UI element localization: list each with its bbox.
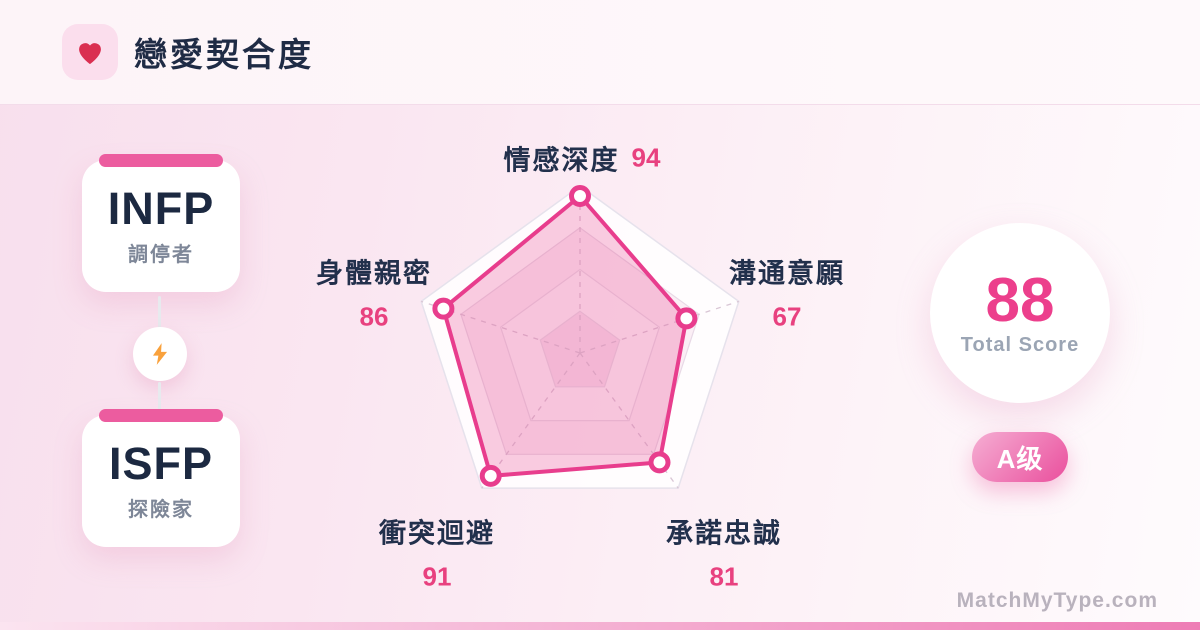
header: 戀愛契合度 xyxy=(0,0,1200,105)
bottom-accent-bar xyxy=(0,622,1200,630)
connector-line xyxy=(158,382,161,416)
axis-label-emotional-depth: 情感深度 94 xyxy=(503,142,661,176)
mbti-card-top: INFP 調停者 xyxy=(82,154,240,292)
connector-line xyxy=(158,296,161,330)
grade-badge: A级 xyxy=(972,432,1068,482)
mbti-type-top: INFP xyxy=(107,182,215,234)
watermark: MatchMyType.com xyxy=(956,589,1158,612)
mbti-type-bottom: ISFP xyxy=(108,437,214,489)
vs-circle xyxy=(133,327,187,381)
axis-label-commitment: 承諾忠誠 81 xyxy=(666,518,782,592)
total-score-label: Total Score xyxy=(960,333,1080,356)
axis-label-physical-intimacy: 身體親密 86 xyxy=(316,258,432,332)
heart-icon-badge xyxy=(62,24,118,80)
total-score-value: 88 xyxy=(985,265,1055,335)
mbti-nickname-bottom: 探險家 xyxy=(128,498,194,521)
heart-icon xyxy=(79,43,101,64)
mbti-nickname-top: 調停者 xyxy=(128,243,194,266)
page-title: 戀愛契合度 xyxy=(134,36,314,73)
card-accent-bar xyxy=(99,154,223,167)
total-score-circle: 88 Total Score xyxy=(930,223,1110,403)
axis-label-communication: 溝通意願 67 xyxy=(729,258,845,332)
lightning-icon xyxy=(152,343,168,365)
mbti-card-bottom: ISFP 探險家 xyxy=(82,409,240,547)
axis-label-conflict-avoidance: 衝突迴避 91 xyxy=(379,518,495,592)
card-accent-bar xyxy=(99,409,223,422)
